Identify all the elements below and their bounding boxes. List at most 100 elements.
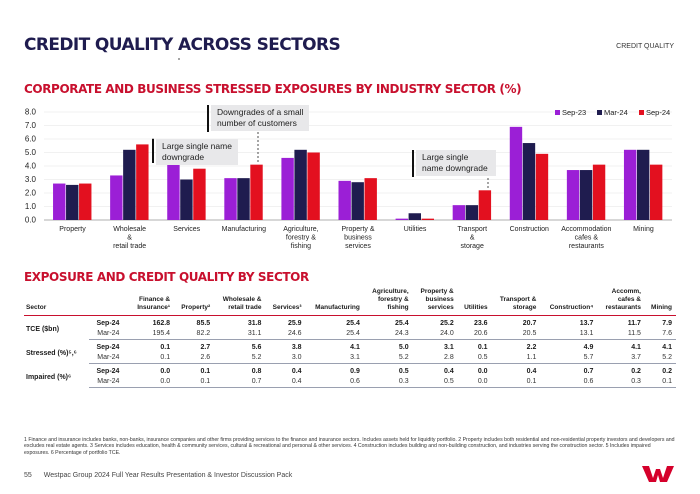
table-cell: 0.0 — [477, 367, 488, 375]
legend-swatch — [597, 110, 602, 115]
x-tick-label: business — [344, 235, 372, 242]
x-tick-label: Transport — [457, 226, 487, 233]
table-cell: 3.8 — [291, 343, 302, 351]
bar-sep-24 — [307, 152, 320, 220]
table-cell: 82.2 — [174, 327, 215, 340]
callout-downgrades-small: Downgrades of a small number of customers — [211, 105, 310, 131]
x-tick-label: & — [470, 235, 475, 242]
table-cell: 0.1 — [160, 343, 171, 351]
bar-mar-24 — [237, 178, 250, 220]
table-cell: 24.0 — [412, 327, 458, 340]
table-header-row: Sector Finance & Insurance¹ Property² Wholes… — [24, 288, 676, 316]
bar-sep-24 — [649, 164, 663, 220]
table-cell: 3.1 — [443, 343, 454, 351]
col-header: Agriculture, forestry & fishing — [363, 288, 413, 316]
bar-sep-24 — [592, 164, 606, 220]
table-cell: 0.9 — [350, 367, 360, 375]
table-cell: 3.0 — [265, 351, 306, 364]
y-tick-label: 4.0 — [25, 162, 37, 171]
table-cell: 4.1 — [631, 343, 641, 351]
y-tick-label: 3.0 — [25, 175, 37, 184]
table-cell: 0.1 — [200, 367, 211, 375]
table-cell: 0.4 — [526, 367, 537, 375]
page-title: CREDIT QUALITY ACROSS SECTORS — [24, 35, 341, 55]
table-cell: 25.9 — [287, 319, 302, 327]
y-tick-label: 8.0 — [25, 108, 37, 117]
x-tick-label: restaurants — [569, 243, 605, 250]
table-cell: 11.7 — [627, 319, 641, 327]
row-period: Sep-24 — [96, 343, 120, 351]
bar-mar-24 — [294, 149, 307, 220]
col-header: Manufacturing — [305, 288, 364, 316]
table-cell: 5.6 — [251, 343, 262, 351]
bar-sep-23 — [566, 170, 580, 220]
table-cell: 0.4 — [265, 375, 306, 388]
bar-mar-24 — [522, 143, 536, 220]
table-row: TCE ($bn) Sep-24 162.8 85.5 31.8 25.9 25.4 25.4… — [24, 316, 676, 333]
bar-sep-23 — [509, 126, 523, 220]
x-tick-label: & — [127, 235, 132, 242]
table-cell: 0.6 — [305, 375, 364, 388]
col-header: Wholesale & retail trade — [214, 288, 266, 316]
bar-sep-23 — [53, 183, 66, 220]
table-cell: 5.0 — [398, 343, 409, 351]
table-cell: 2.7 — [200, 343, 211, 351]
legend-label: Sep-24 — [646, 108, 670, 117]
table-cell: 31.1 — [214, 327, 266, 340]
table-cell: 0.2 — [631, 367, 641, 375]
legend-label: Mar-24 — [604, 108, 628, 117]
footer-text: Westpac Group 2024 Full Year Results Pre… — [43, 472, 293, 479]
table-cell: 25.4 — [395, 319, 409, 327]
col-header: Property² — [174, 288, 215, 316]
table-cell: 0.7 — [214, 375, 266, 388]
table-cell: 24.3 — [363, 327, 413, 340]
table-cell: 162.8 — [152, 319, 171, 327]
table-cell: 2.6 — [174, 351, 215, 364]
bar-sep-24 — [79, 183, 92, 220]
row-metric: Stressed (%)⁵,⁶ — [26, 349, 77, 357]
table-cell: 0.1 — [477, 343, 488, 351]
bar-mar-24 — [123, 149, 136, 220]
x-tick-label: forestry & — [286, 235, 316, 242]
table-cell: 25.2 — [440, 319, 454, 327]
decorative-dot — [178, 58, 180, 60]
table-cell: 0.3 — [597, 375, 645, 388]
table-cell: 0.7 — [583, 367, 594, 375]
x-tick-label: Manufacturing — [222, 226, 266, 233]
table-cell: 0.1 — [129, 351, 175, 364]
table-cell: 5.2 — [214, 351, 266, 364]
y-tick-label: 1.0 — [25, 202, 37, 211]
x-tick-label: cafes & — [575, 235, 599, 242]
table-cell: 0.2 — [662, 367, 672, 375]
table-cell: 0.1 — [644, 375, 676, 388]
table-row: Impaired (%)⁶ Sep-24 0.0 0.1 0.8 0.4 0.9 0.5 0.4… — [24, 364, 676, 381]
table-cell: 5.2 — [644, 351, 676, 364]
row-metric: Impaired (%)⁶ — [26, 373, 72, 381]
bar-sep-23 — [395, 218, 408, 220]
table-cell: 20.6 — [457, 327, 492, 340]
footnotes: 1 Finance and insurance includes banks, … — [24, 437, 675, 456]
x-tick-label: storage — [461, 243, 484, 250]
westpac-logo-icon — [642, 466, 674, 482]
table-cell: 195.4 — [129, 327, 175, 340]
bar-sep-24 — [421, 218, 434, 220]
col-header: Transport & storage — [491, 288, 541, 316]
callout-large-single-name: Large single name downgrade — [156, 139, 238, 165]
bar-mar-24 — [579, 170, 593, 220]
x-tick-label: Wholesale — [113, 226, 146, 233]
table-cell: 20.5 — [491, 327, 541, 340]
bar-sep-23 — [224, 178, 237, 220]
table-cell: 2.2 — [526, 343, 537, 351]
row-metric: TCE ($bn) — [26, 325, 60, 333]
table-cell: 20.7 — [522, 319, 537, 327]
table-cell: 0.5 — [398, 367, 409, 375]
table-cell: 0.8 — [251, 367, 262, 375]
table-cell: 0.5 — [457, 351, 492, 364]
col-header: Mining — [644, 288, 676, 316]
row-period: Sep-24 — [96, 367, 120, 375]
legend-label: Sep-23 — [562, 108, 586, 117]
table-cell: 24.6 — [265, 327, 306, 340]
table-cell: 85.5 — [196, 319, 211, 327]
table-row: Mar-24 0.1 2.6 5.2 3.0 3.1 5.2 2.8 0.5 1.1 5.7 3.7 5… — [24, 351, 676, 364]
